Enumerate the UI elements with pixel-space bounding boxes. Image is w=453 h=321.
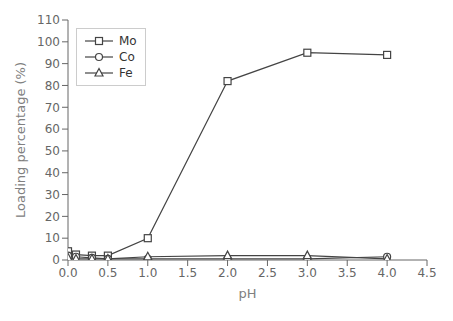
svg-text:90: 90	[45, 57, 60, 71]
svg-text:100: 100	[37, 35, 60, 49]
html-text:Fe: Fe	[119, 66, 133, 80]
svg-text:Loading percentage (%): Loading percentage (%)	[13, 62, 28, 218]
svg-text:10: 10	[45, 231, 60, 245]
svg-text:1.5: 1.5	[178, 266, 197, 280]
svg-text:50: 50	[45, 144, 60, 158]
svg-text:40: 40	[45, 166, 60, 180]
svg-text:0.5: 0.5	[98, 266, 117, 280]
html-text:Co: Co	[119, 50, 135, 64]
svg-text:3.5: 3.5	[338, 266, 357, 280]
svg-text:0.0: 0.0	[58, 266, 77, 280]
svg-text:60: 60	[45, 122, 60, 136]
svg-text:70: 70	[45, 101, 60, 115]
svg-text:4.5: 4.5	[417, 266, 436, 280]
svg-text:110: 110	[37, 13, 60, 27]
svg-text:80: 80	[45, 79, 60, 93]
svg-text:0: 0	[52, 253, 60, 267]
svg-text:30: 30	[45, 188, 60, 202]
html-text:Mo: Mo	[119, 34, 137, 48]
svg-text:pH: pH	[238, 286, 256, 301]
svg-text:20: 20	[45, 210, 60, 224]
svg-text:2.5: 2.5	[258, 266, 277, 280]
svg-text:4.0: 4.0	[378, 266, 397, 280]
svg-text:2.0: 2.0	[218, 266, 237, 280]
svg-text:1.0: 1.0	[138, 266, 157, 280]
svg-text:3.0: 3.0	[298, 266, 317, 280]
